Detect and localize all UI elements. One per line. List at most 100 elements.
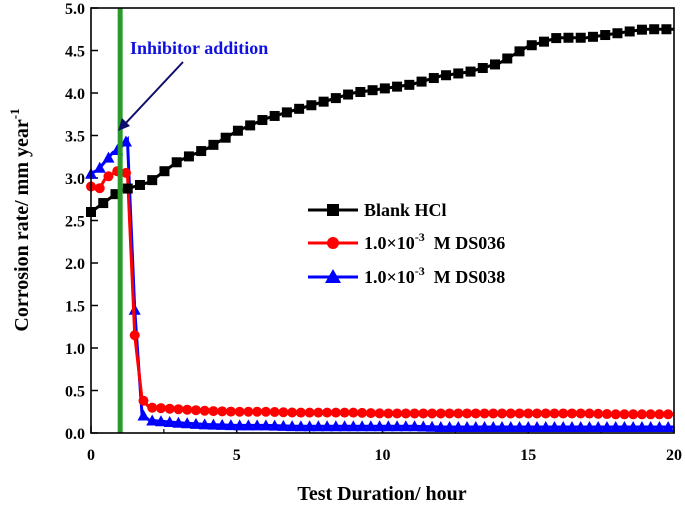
data-point-series-2 (251, 419, 264, 431)
data-point-series-0 (257, 115, 268, 126)
data-point-series-2 (461, 421, 474, 433)
data-point-series-2 (426, 420, 439, 432)
y-tick-label: 0.5 (65, 384, 85, 401)
y-axis-label-main: Corrosion rate/ mm year (11, 119, 33, 331)
data-point-series-0 (330, 93, 341, 104)
data-point-series-1 (610, 409, 621, 420)
data-point-series-0 (563, 32, 574, 43)
data-point-series-2 (627, 421, 640, 433)
data-point-series-2 (356, 420, 369, 432)
data-point-series-0 (171, 157, 182, 168)
data-point-series-1 (155, 403, 166, 414)
data-point-series-1 (558, 408, 569, 419)
data-point-series-0 (147, 175, 158, 186)
data-point-series-2 (321, 420, 334, 432)
data-point-series-0 (159, 166, 170, 177)
data-point-series-1 (190, 405, 201, 416)
svg-text:Corrosion rate/ mm year-1: Corrosion rate/ mm year-1 (7, 108, 33, 331)
data-point-series-1 (339, 407, 350, 418)
data-point-series-1 (584, 408, 595, 419)
data-point-series-1 (269, 407, 280, 418)
data-point-series-2 (233, 419, 246, 431)
data-point-series-0 (98, 198, 109, 209)
data-point-series-0 (379, 83, 390, 94)
data-point-series-1 (208, 406, 219, 417)
data-point-series-2 (312, 420, 325, 432)
data-point-series-2 (154, 415, 167, 427)
data-point-series-0 (208, 139, 219, 150)
data-point-series-0 (661, 24, 672, 35)
data-point-series-1 (619, 409, 630, 420)
data-point-series-1 (514, 408, 525, 419)
data-point-series-0 (600, 30, 611, 41)
data-point-series-2 (329, 420, 342, 432)
data-point-series-2 (399, 420, 412, 432)
plot-frame (90, 7, 675, 434)
data-point-series-0 (526, 40, 537, 51)
data-point-series-0 (306, 100, 317, 111)
data-point-series-1 (505, 408, 516, 419)
data-point-series-2 (635, 421, 648, 433)
data-point-series-2 (522, 421, 535, 433)
data-point-series-0 (636, 24, 647, 35)
data-point-series-0 (122, 183, 133, 194)
data-point-series-1 (593, 408, 604, 419)
data-point-series-2 (618, 421, 631, 433)
x-tick-label: 10 (375, 447, 391, 464)
data-point-series-2 (294, 420, 307, 432)
data-point-series-2 (609, 421, 622, 433)
x-tick-label: 5 (233, 447, 241, 464)
data-point-series-1 (182, 404, 193, 415)
data-point-series-0 (575, 32, 586, 43)
data-point-series-2 (277, 419, 290, 431)
data-point-series-0 (477, 63, 488, 74)
data-point-series-1 (348, 407, 359, 418)
data-point-series-0 (281, 107, 292, 118)
data-point-series-0 (465, 66, 476, 77)
data-point-series-0 (587, 31, 598, 42)
data-point-series-1 (531, 408, 542, 419)
data-point-series-1 (120, 167, 131, 178)
y-tick-label: 4.5 (65, 44, 85, 61)
data-point-series-2 (539, 421, 552, 433)
data-point-series-2 (504, 421, 517, 433)
data-point-series-2 (452, 421, 465, 433)
data-point-series-1 (400, 408, 411, 419)
data-point-series-1 (409, 408, 420, 419)
data-point-series-1 (636, 409, 647, 420)
data-point-series-0 (367, 85, 378, 96)
legend-item-blank: Blank HCl (308, 200, 447, 220)
data-point-series-0 (551, 33, 562, 44)
data-point-series-2 (119, 135, 132, 147)
data-point-series-1 (217, 406, 228, 417)
data-point-series-2 (268, 419, 281, 431)
data-point-series-0 (110, 189, 121, 200)
data-point-series-2 (137, 409, 150, 421)
annotation-label: Inhibitor addition (130, 38, 268, 58)
data-point-series-0 (294, 103, 305, 114)
data-point-series-1 (663, 409, 674, 420)
data-point-series-1 (427, 408, 438, 419)
data-point-series-1 (479, 408, 490, 419)
y-tick-label: 1.5 (65, 299, 85, 316)
data-point-series-2 (189, 417, 202, 429)
data-point-series-2 (382, 420, 395, 432)
data-point-series-2 (592, 421, 605, 433)
data-point-series-2 (574, 421, 587, 433)
data-point-series-0 (392, 81, 403, 92)
data-point-series-2 (242, 419, 255, 431)
data-point-series-2 (93, 161, 106, 173)
data-point-series-1 (383, 408, 394, 419)
data-point-series-0 (318, 96, 329, 107)
legend-label-ds036: 1.0×10-3 M DS036 (364, 230, 505, 253)
data-point-series-0 (416, 76, 427, 87)
data-point-series-2 (207, 418, 220, 430)
data-point-series-1 (462, 408, 473, 419)
data-point-series-1 (566, 408, 577, 419)
data-point-series-1 (453, 408, 464, 419)
y-axis-label-sup: -1 (7, 108, 22, 119)
data-point-series-0 (220, 132, 231, 143)
data-point-series-0 (441, 70, 452, 81)
data-point-series-0 (404, 79, 415, 90)
